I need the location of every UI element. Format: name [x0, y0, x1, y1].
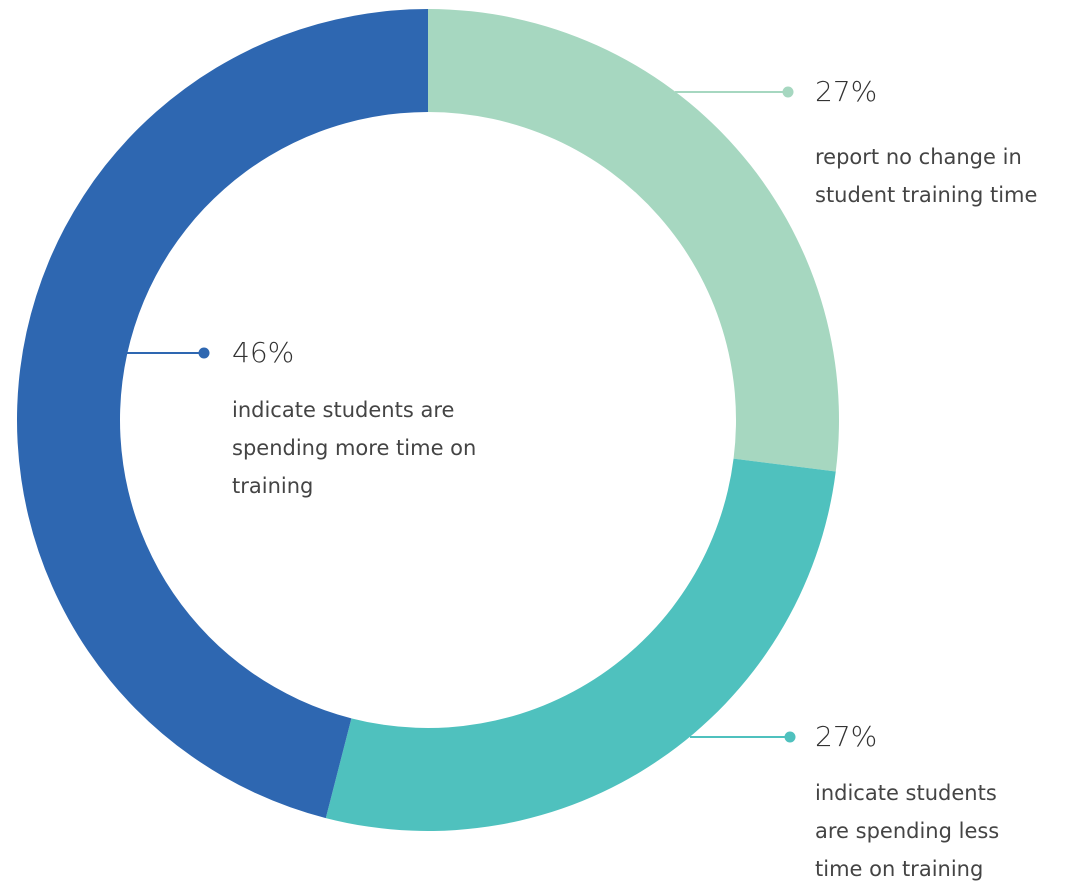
value-label: 27% — [815, 75, 878, 108]
leader-dot — [784, 731, 796, 743]
slice-description: indicate students are spending less time… — [815, 781, 1000, 881]
donut-segment — [325, 458, 836, 831]
slice-description: indicate students are spending more time… — [232, 398, 477, 498]
leader-dot — [198, 347, 210, 359]
donut-segment — [428, 9, 839, 472]
donut-segment — [16, 9, 428, 819]
value-label: 27% — [815, 720, 878, 753]
slice-description: report no change in student training tim… — [815, 145, 1038, 207]
value-label: 46% — [232, 336, 295, 369]
leader-dot — [782, 86, 794, 98]
